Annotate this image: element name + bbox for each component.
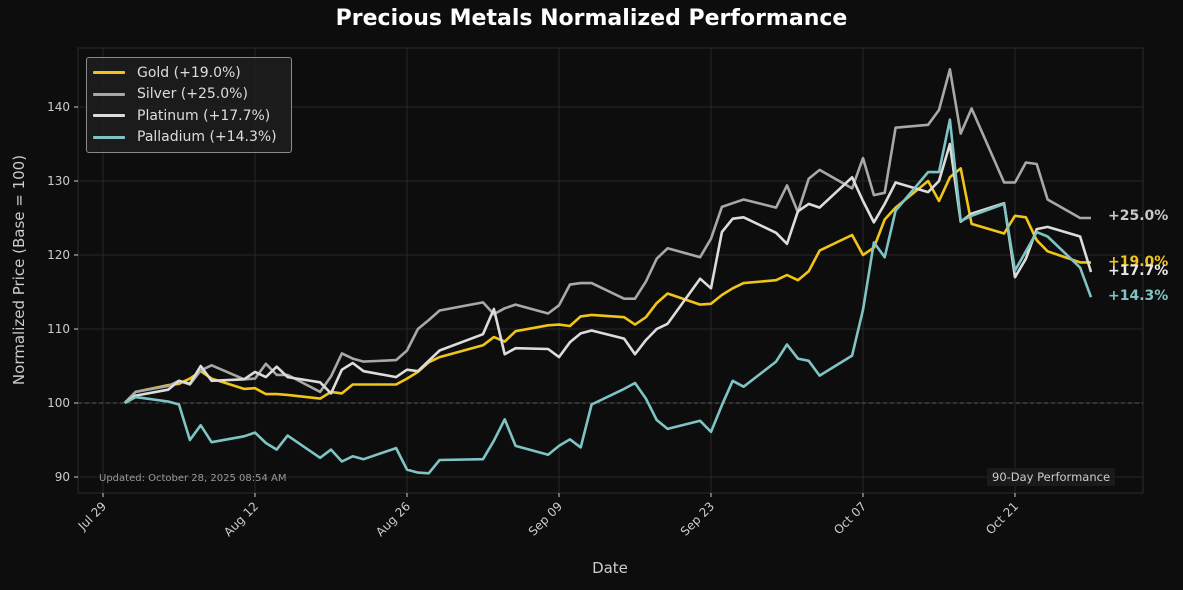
end-label-palladium: +14.3% <box>1108 288 1169 304</box>
svg-text:Sep 23: Sep 23 <box>678 499 717 538</box>
period-badge: 90-Day Performance <box>987 468 1116 486</box>
x-axis-ticks: Jul 29 Aug 12 Aug 26 Sep 09 Sep 23 Oct 07 Oct … <box>75 493 1021 539</box>
platinum-swatch-icon <box>93 114 125 118</box>
legend-label: Platinum (+17.7%) <box>137 107 271 124</box>
end-label-gold: +19.0% <box>1108 254 1169 270</box>
series-line-platinum <box>123 142 1093 405</box>
legend-item-platinum: Platinum (+17.7%) <box>93 105 291 127</box>
svg-text:140: 140 <box>47 100 70 114</box>
palladium-swatch-icon <box>93 135 125 139</box>
svg-text:Sep 09: Sep 09 <box>526 499 565 538</box>
svg-text:Jul 29: Jul 29 <box>75 499 109 533</box>
legend-label: Palladium (+14.3%) <box>137 129 277 146</box>
legend-item-silver: Silver (+25.0%) <box>93 84 291 106</box>
legend-item-palladium: Palladium (+14.3%) <box>93 127 291 149</box>
series-lines <box>123 68 1093 475</box>
chart-title: Precious Metals Normalized Performance <box>335 6 848 31</box>
y-axis-label: Normalized Price (Base = 100) <box>10 154 28 386</box>
end-label-platinum: +17.7% <box>1108 263 1169 279</box>
svg-text:90: 90 <box>55 470 70 484</box>
svg-text:Oct 07: Oct 07 <box>831 499 869 537</box>
series-line-gold <box>123 167 1091 404</box>
svg-text:Aug 26: Aug 26 <box>373 499 413 539</box>
updated-timestamp: Updated: October 28, 2025 08:54 AM <box>99 473 287 484</box>
x-axis-label: Date <box>592 559 628 577</box>
series-line-palladium <box>124 118 1093 475</box>
legend-label: Silver (+25.0%) <box>137 86 248 103</box>
svg-text:110: 110 <box>47 322 70 336</box>
silver-swatch-icon <box>93 92 125 96</box>
svg-text:Aug 12: Aug 12 <box>221 499 261 539</box>
legend: Gold (+19.0%) Silver (+25.0%) Platinum (… <box>86 57 292 153</box>
y-axis-ticks: 90 100 110 120 130 140 <box>47 100 78 484</box>
svg-text:Oct 21: Oct 21 <box>983 499 1021 537</box>
svg-text:130: 130 <box>47 174 70 188</box>
gold-swatch-icon <box>93 71 125 75</box>
legend-label: Gold (+19.0%) <box>137 64 241 81</box>
end-label-silver: +25.0% <box>1108 208 1169 224</box>
svg-text:100: 100 <box>47 396 70 410</box>
series-line-silver <box>123 68 1091 404</box>
svg-text:120: 120 <box>47 248 70 262</box>
legend-item-gold: Gold (+19.0%) <box>93 62 291 84</box>
